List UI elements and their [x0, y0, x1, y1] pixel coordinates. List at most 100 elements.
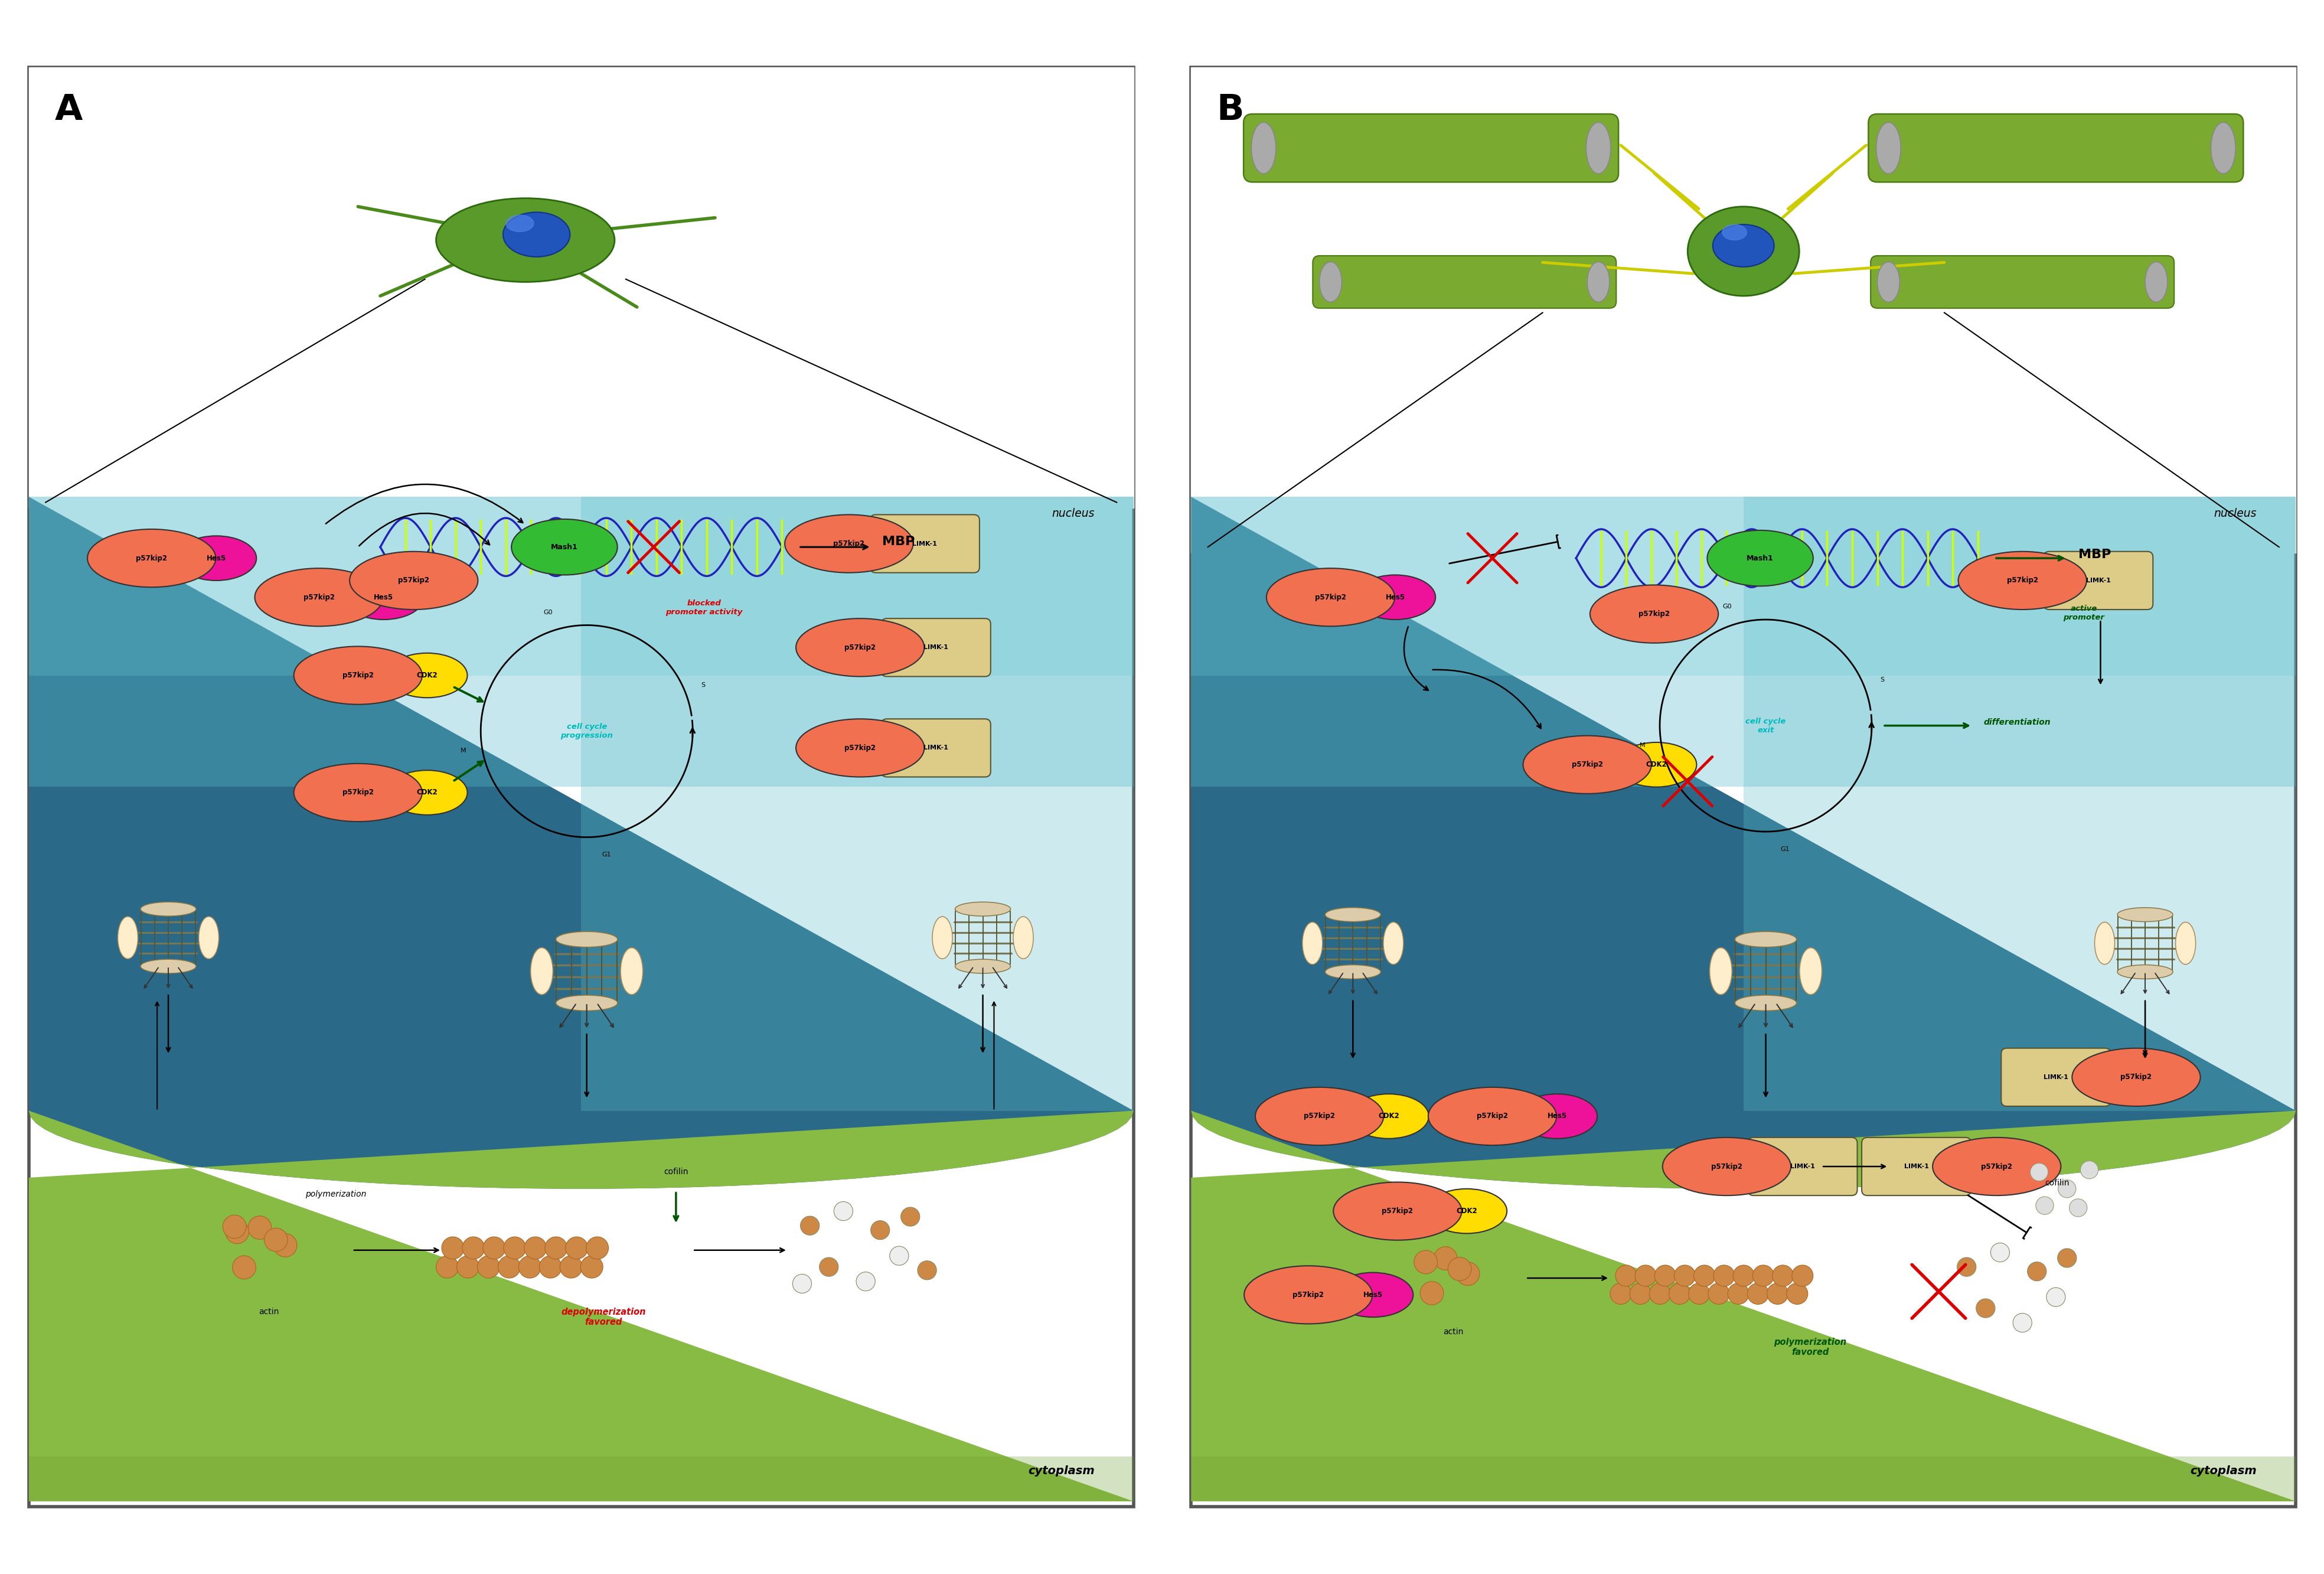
Circle shape [1792, 1265, 1813, 1286]
Text: p57kip2: p57kip2 [2006, 576, 2038, 584]
FancyBboxPatch shape [881, 619, 990, 677]
Circle shape [890, 1247, 909, 1265]
Polygon shape [28, 497, 1134, 787]
Circle shape [1634, 1265, 1655, 1286]
Ellipse shape [2210, 123, 2236, 173]
Circle shape [1989, 1243, 2008, 1262]
Ellipse shape [139, 959, 195, 973]
Ellipse shape [507, 216, 535, 231]
Ellipse shape [786, 515, 913, 573]
Circle shape [1655, 1265, 1676, 1286]
Ellipse shape [437, 198, 614, 282]
Circle shape [1957, 1258, 1975, 1277]
Ellipse shape [1662, 1138, 1789, 1196]
Text: p57kip2: p57kip2 [1980, 1163, 2013, 1171]
Ellipse shape [88, 529, 216, 587]
Circle shape [265, 1228, 288, 1251]
Text: LIMK-1: LIMK-1 [913, 541, 937, 546]
Ellipse shape [1722, 225, 1745, 241]
Circle shape [525, 1237, 546, 1259]
FancyBboxPatch shape [881, 719, 990, 778]
Text: CDK2: CDK2 [416, 672, 437, 680]
Circle shape [818, 1258, 839, 1277]
Ellipse shape [1518, 1094, 1597, 1138]
Text: M: M [1638, 743, 1645, 748]
Text: active
promoter: active promoter [2064, 604, 2103, 622]
Ellipse shape [1355, 575, 1436, 620]
Circle shape [249, 1217, 272, 1239]
Text: LIMK-1: LIMK-1 [2085, 578, 2110, 584]
FancyBboxPatch shape [1243, 113, 1618, 183]
Ellipse shape [1332, 1272, 1413, 1317]
Ellipse shape [2094, 922, 2115, 965]
Text: LIMK-1: LIMK-1 [923, 644, 948, 650]
Ellipse shape [932, 916, 953, 959]
Text: Mash1: Mash1 [1745, 554, 1773, 562]
Ellipse shape [1931, 1138, 2061, 1196]
Circle shape [1708, 1283, 1729, 1305]
Ellipse shape [530, 948, 553, 995]
Ellipse shape [1615, 743, 1697, 787]
Circle shape [834, 1201, 853, 1220]
Text: G0: G0 [544, 609, 553, 615]
Circle shape [1787, 1283, 1808, 1305]
Circle shape [2057, 1180, 2075, 1198]
Circle shape [581, 1256, 602, 1278]
Ellipse shape [2117, 908, 2173, 922]
Circle shape [544, 1237, 567, 1259]
Circle shape [2057, 1248, 2075, 1267]
Text: Hes5: Hes5 [374, 593, 393, 601]
Text: p57kip2: p57kip2 [397, 576, 430, 584]
Circle shape [1752, 1265, 1773, 1286]
Text: cell cycle
exit: cell cycle exit [1745, 718, 1785, 733]
Ellipse shape [1334, 1182, 1462, 1240]
Text: LIMK-1: LIMK-1 [1789, 1163, 1815, 1169]
Circle shape [1673, 1265, 1694, 1286]
Ellipse shape [1325, 965, 1380, 979]
Circle shape [2068, 1199, 2087, 1217]
Ellipse shape [1267, 568, 1394, 626]
Text: p57kip2: p57kip2 [1638, 611, 1669, 619]
FancyBboxPatch shape [1862, 1138, 1971, 1196]
Text: polymerization: polymerization [304, 1190, 367, 1198]
Circle shape [1734, 1265, 1755, 1286]
Ellipse shape [1587, 261, 1608, 302]
Ellipse shape [1383, 922, 1404, 965]
Text: S: S [1880, 677, 1885, 683]
Circle shape [586, 1237, 609, 1259]
Ellipse shape [386, 653, 467, 697]
FancyBboxPatch shape [1871, 255, 2173, 309]
Polygon shape [1190, 1111, 2296, 1502]
Ellipse shape [256, 568, 383, 626]
Circle shape [792, 1275, 811, 1294]
Circle shape [483, 1237, 504, 1259]
Text: p57kip2: p57kip2 [832, 540, 865, 548]
Ellipse shape [795, 619, 925, 677]
Ellipse shape [1013, 916, 1034, 959]
Text: p57kip2: p57kip2 [1380, 1207, 1413, 1215]
Circle shape [1975, 1299, 1994, 1317]
Text: MBP: MBP [2078, 549, 2110, 560]
Circle shape [1615, 1265, 1636, 1286]
Ellipse shape [293, 647, 423, 705]
FancyBboxPatch shape [1748, 1138, 1857, 1196]
Text: nucleus: nucleus [2212, 508, 2257, 519]
Ellipse shape [139, 902, 195, 916]
Ellipse shape [1522, 735, 1650, 793]
Polygon shape [1190, 1456, 2296, 1502]
Text: depolymerization
favored: depolymerization favored [560, 1308, 646, 1327]
Polygon shape [28, 1111, 1134, 1502]
FancyBboxPatch shape [2043, 551, 2152, 609]
Circle shape [1687, 1283, 1710, 1305]
Text: MBP: MBP [883, 535, 916, 548]
Ellipse shape [1320, 261, 1341, 302]
Circle shape [539, 1256, 562, 1278]
Ellipse shape [1713, 225, 1773, 268]
Text: Mash1: Mash1 [551, 543, 579, 551]
Ellipse shape [119, 916, 137, 959]
Text: CDK2: CDK2 [1378, 1113, 1399, 1121]
Circle shape [442, 1237, 465, 1259]
Ellipse shape [1878, 261, 1899, 302]
Text: p57kip2: p57kip2 [1315, 593, 1346, 601]
Text: CDK2: CDK2 [1645, 760, 1666, 768]
